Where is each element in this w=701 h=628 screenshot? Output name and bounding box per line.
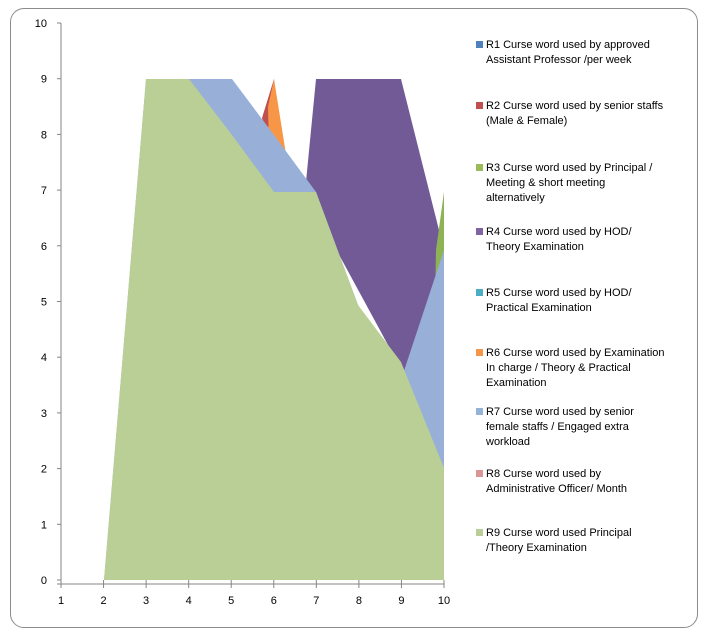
- y-tick-label: 6: [41, 241, 47, 253]
- x-tick-label: 6: [271, 595, 277, 607]
- legend-label: R7 Curse word used by senior: [486, 406, 634, 418]
- y-tick-label: 9: [41, 74, 47, 86]
- x-tick-label: 9: [398, 595, 404, 607]
- legend-swatch: [476, 41, 483, 48]
- legend-label: Examination: [486, 377, 547, 389]
- axes: [57, 23, 444, 585]
- legend-label: female staffs / Engaged extra: [486, 421, 630, 433]
- legend-label: /Theory Examination: [486, 542, 587, 554]
- legend-label: Meeting & short meeting: [486, 177, 605, 189]
- legend-swatch: [476, 228, 483, 235]
- legend-label: alternatively: [486, 192, 545, 204]
- legend-swatch: [476, 289, 483, 296]
- y-tick-label: 1: [41, 519, 47, 531]
- legend-swatch: [476, 470, 483, 477]
- y-tick-label: 5: [41, 297, 47, 309]
- legend-swatch: [476, 408, 483, 415]
- legend-label: Theory Examination: [486, 241, 584, 253]
- x-ticks: 1 2 3 4 5 6 7 8 9 10: [58, 580, 450, 607]
- legend-label: Administrative Officer/ Month: [486, 483, 627, 495]
- area-r4: [305, 79, 444, 580]
- legend-item: R9 Curse word used Principal/Theory Exam…: [476, 527, 632, 554]
- legend-item: R5 Curse word used by HOD/Practical Exam…: [476, 287, 632, 314]
- x-tick-label: 7: [313, 595, 319, 607]
- y-tick-label: 0: [41, 575, 47, 587]
- legend-label: R6 Curse word used by Examination: [486, 347, 665, 359]
- legend-swatch: [476, 529, 483, 536]
- legend-item: R7 Curse word used by senior female staff…: [476, 406, 634, 448]
- y-tick-label: 3: [41, 408, 47, 420]
- legend-item: R6 Curse word used by Examination In char…: [476, 347, 665, 389]
- y-tick-label: 10: [35, 18, 47, 30]
- x-tick-label: 1: [58, 595, 64, 607]
- legend-label: R9 Curse word used Principal: [486, 527, 632, 539]
- legend-swatch: [476, 164, 483, 171]
- legend-item: R8 Curse word used by Administrative Offi…: [476, 468, 627, 495]
- legend-item: R1 Curse word used by approved Assistant …: [476, 39, 650, 66]
- x-tick-label: 10: [438, 595, 450, 607]
- legend-item: R2 Curse word used by senior staffs (Male…: [476, 100, 664, 127]
- area-r9: [104, 79, 444, 580]
- legend-label: R5 Curse word used by HOD/: [486, 287, 632, 299]
- plot-area: [104, 79, 444, 580]
- legend-label: R4 Curse word used by HOD/: [486, 226, 632, 238]
- legend-swatch: [476, 102, 483, 109]
- y-tick-label: 8: [41, 129, 47, 141]
- legend-swatch: [476, 349, 483, 356]
- legend-label: R1 Curse word used by approved: [486, 39, 650, 51]
- y-tick-label: 4: [41, 352, 47, 364]
- y-tick-label: 2: [41, 464, 47, 476]
- legend-label: workload: [485, 436, 530, 448]
- legend-item: R4 Curse word used by HOD/Theory Examina…: [476, 226, 632, 253]
- x-tick-label: 5: [228, 595, 234, 607]
- legend-label: Assistant Professor /per week: [486, 54, 632, 66]
- legend: R1 Curse word used by approved Assistant …: [476, 39, 665, 554]
- legend-label: R8 Curse word used by: [486, 468, 601, 480]
- legend-label: R2 Curse word used by senior staffs: [486, 100, 664, 112]
- x-tick-label: 8: [356, 595, 362, 607]
- y-ticks: 0 1 2 3 4 5 6 7 8 9 10: [35, 18, 61, 587]
- x-tick-label: 4: [186, 595, 192, 607]
- y-tick-label: 7: [41, 185, 47, 197]
- x-tick-label: 2: [100, 595, 106, 607]
- x-tick-label: 3: [143, 595, 149, 607]
- legend-label: In charge / Theory & Practical: [486, 362, 631, 374]
- legend-label: Practical Examination: [486, 302, 592, 314]
- legend-label: R3 Curse word used by Principal /: [486, 162, 653, 174]
- legend-label: (Male & Female): [486, 115, 567, 127]
- legend-item: R3 Curse word used by Principal / Meeting…: [476, 162, 653, 204]
